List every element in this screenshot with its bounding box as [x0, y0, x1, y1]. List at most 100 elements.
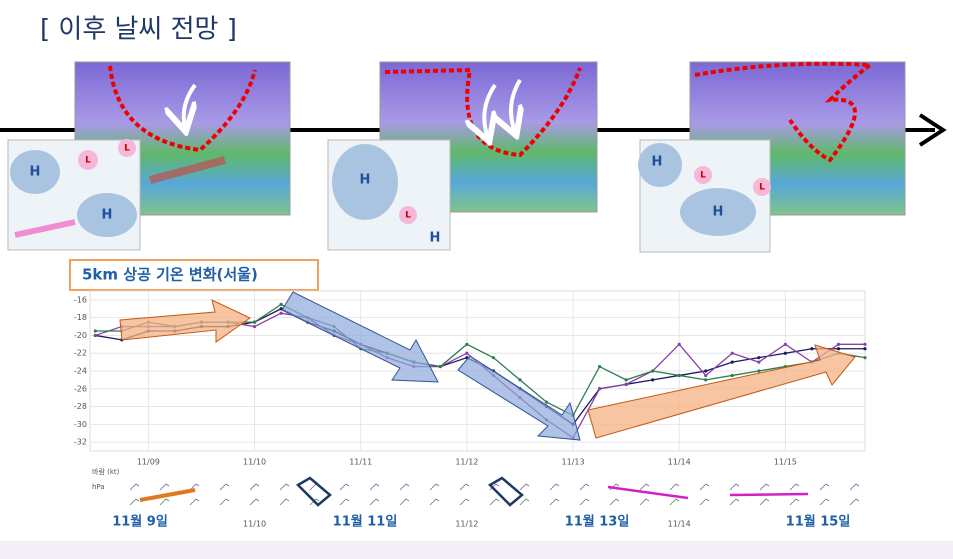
point [757, 356, 761, 360]
wind-barb [489, 498, 500, 506]
point [93, 329, 97, 333]
wind-barb [339, 483, 350, 491]
pressure-area [399, 206, 417, 224]
map-label: H [102, 208, 113, 223]
wind-barb [669, 498, 680, 506]
map-label: L [700, 171, 706, 181]
point [491, 356, 496, 360]
wind-barb [789, 498, 800, 506]
wind-barb [699, 483, 710, 491]
pressure-area [638, 143, 682, 187]
point [518, 378, 522, 382]
y-tick-label: -24 [74, 367, 87, 376]
wind-barb [729, 498, 740, 506]
title: [ 이후 날씨 전망 ] [40, 15, 237, 45]
wind-barb [189, 483, 200, 491]
annotation: 11월 15일 [786, 514, 851, 530]
point [677, 342, 681, 346]
point [465, 351, 469, 355]
map-label: H [430, 231, 441, 246]
wind-barb [159, 498, 170, 506]
footer-band [0, 541, 953, 559]
wind-barb [759, 483, 770, 491]
pressure-area [753, 178, 771, 196]
point [651, 369, 655, 373]
wind-arrow [729, 492, 809, 497]
chart-label: 5km 상공 기온 변화(서울) [82, 266, 258, 284]
trough-line [108, 65, 257, 153]
point [279, 311, 283, 315]
flow-arrow [484, 83, 495, 138]
flow-arrow [511, 78, 520, 132]
point [252, 324, 257, 329]
trend-arrow [457, 355, 581, 441]
y-tick-label: -16 [74, 295, 87, 304]
map-label: L [85, 156, 91, 166]
wind-label: 바람 (kt) [92, 467, 120, 476]
pressure-area [332, 144, 398, 220]
wind-arrow [607, 485, 689, 500]
pressure-area [77, 193, 137, 237]
wind-barb [549, 483, 560, 491]
wind-arrow [487, 476, 524, 507]
y-tick-label: -22 [74, 349, 87, 358]
wind-barb [129, 483, 140, 491]
point [757, 360, 761, 364]
point [863, 347, 867, 351]
flow-arrow [184, 83, 195, 128]
pressure-area [78, 150, 98, 170]
wind-barb [759, 498, 770, 506]
point [730, 360, 734, 364]
point [597, 364, 602, 369]
point [597, 387, 602, 391]
x-tick-label: 11/10 [243, 458, 266, 467]
pressure-area [680, 188, 756, 236]
point [677, 373, 681, 378]
wind-barb [819, 498, 830, 506]
wind-panel: 바람 (kt) hPa [92, 467, 860, 506]
wind-barb [849, 498, 860, 506]
point [279, 302, 283, 306]
x-tick-label: 11/14 [668, 458, 691, 467]
wind-arrow [295, 476, 332, 507]
trend-arrow [119, 299, 251, 343]
wind-barb [249, 498, 260, 506]
wind-barb [369, 483, 380, 491]
y-tick-label: -26 [74, 384, 87, 393]
point [544, 400, 549, 404]
wind-barb [819, 483, 830, 491]
wind-barb [219, 498, 230, 506]
point [863, 356, 867, 360]
x-tick-label: 11/09 [137, 458, 160, 467]
annotation: 11월 11일 [333, 514, 398, 530]
point [651, 378, 655, 382]
map-label: L [405, 211, 411, 221]
flow-arrow [14, 219, 76, 238]
point [783, 342, 787, 346]
grid: -32 -30 -28 -26 -24 -22 -20 -18 -16 11/09 11/10 11/… [74, 291, 865, 529]
x-tick-label: 11/12 [455, 520, 478, 529]
pressure-area [10, 150, 60, 194]
trend-arrow [281, 291, 439, 383]
wind-barb [609, 498, 620, 506]
point [704, 378, 708, 382]
wind-barb [309, 498, 320, 506]
point [730, 373, 734, 378]
map-label: H [30, 165, 41, 180]
wind-barb [219, 483, 230, 491]
wind-barb [399, 498, 410, 506]
wind-barb [519, 498, 530, 506]
x-tick-label: 11/15 [774, 458, 797, 467]
y-tick-label: -30 [74, 420, 87, 429]
point [810, 347, 814, 351]
pressure-area [694, 166, 712, 184]
point [783, 351, 787, 355]
wind-barb [789, 483, 800, 491]
trend-arrow [587, 344, 856, 439]
wind-barb [159, 483, 170, 491]
wind-barb [129, 498, 140, 506]
point [836, 347, 841, 351]
map-label: H [713, 205, 724, 220]
x-tick-label: 11/10 [243, 520, 266, 529]
